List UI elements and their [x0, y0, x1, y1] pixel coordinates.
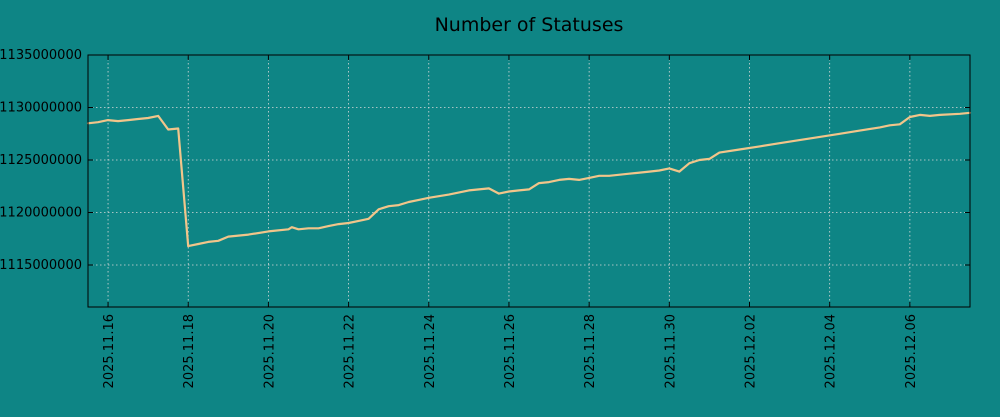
- x-tick-label: 2025.11.18: [182, 314, 197, 388]
- x-tick-label: 2025.11.20: [262, 314, 277, 388]
- x-tick-label: 2025.11.28: [583, 314, 598, 388]
- x-tick-label: 2025.12.06: [904, 314, 919, 388]
- x-tick-label: 2025.11.26: [503, 314, 518, 388]
- x-tick-label: 2025.12.04: [824, 314, 839, 388]
- series-line-0: [86, 111, 972, 248]
- y-axis: 1115000000 1120000000 1125000000 1130000000…: [0, 48, 970, 273]
- plot-frame: [87, 54, 971, 308]
- x-tick-label: 2025.11.16: [102, 314, 117, 388]
- y-tick-label: 1130000000: [0, 101, 82, 116]
- series-layer: [86, 111, 972, 248]
- x-tick-label: 2025.12.02: [744, 314, 759, 388]
- chart-title: Number of Statuses: [435, 14, 624, 36]
- y-tick-label: 1125000000: [0, 153, 82, 168]
- y-tick-label: 1115000000: [0, 258, 82, 273]
- y-tick-label: 1135000000: [0, 48, 82, 63]
- x-axis: 2025.11.16 2025.11.18 2025.11.20 2025.11.22…: [102, 55, 919, 388]
- x-tick-label: 2025.11.30: [663, 314, 678, 388]
- x-tick-label: 2025.11.22: [343, 314, 358, 388]
- y-tick-label: 1120000000: [0, 206, 82, 221]
- x-tick-label: 2025.11.24: [423, 314, 438, 388]
